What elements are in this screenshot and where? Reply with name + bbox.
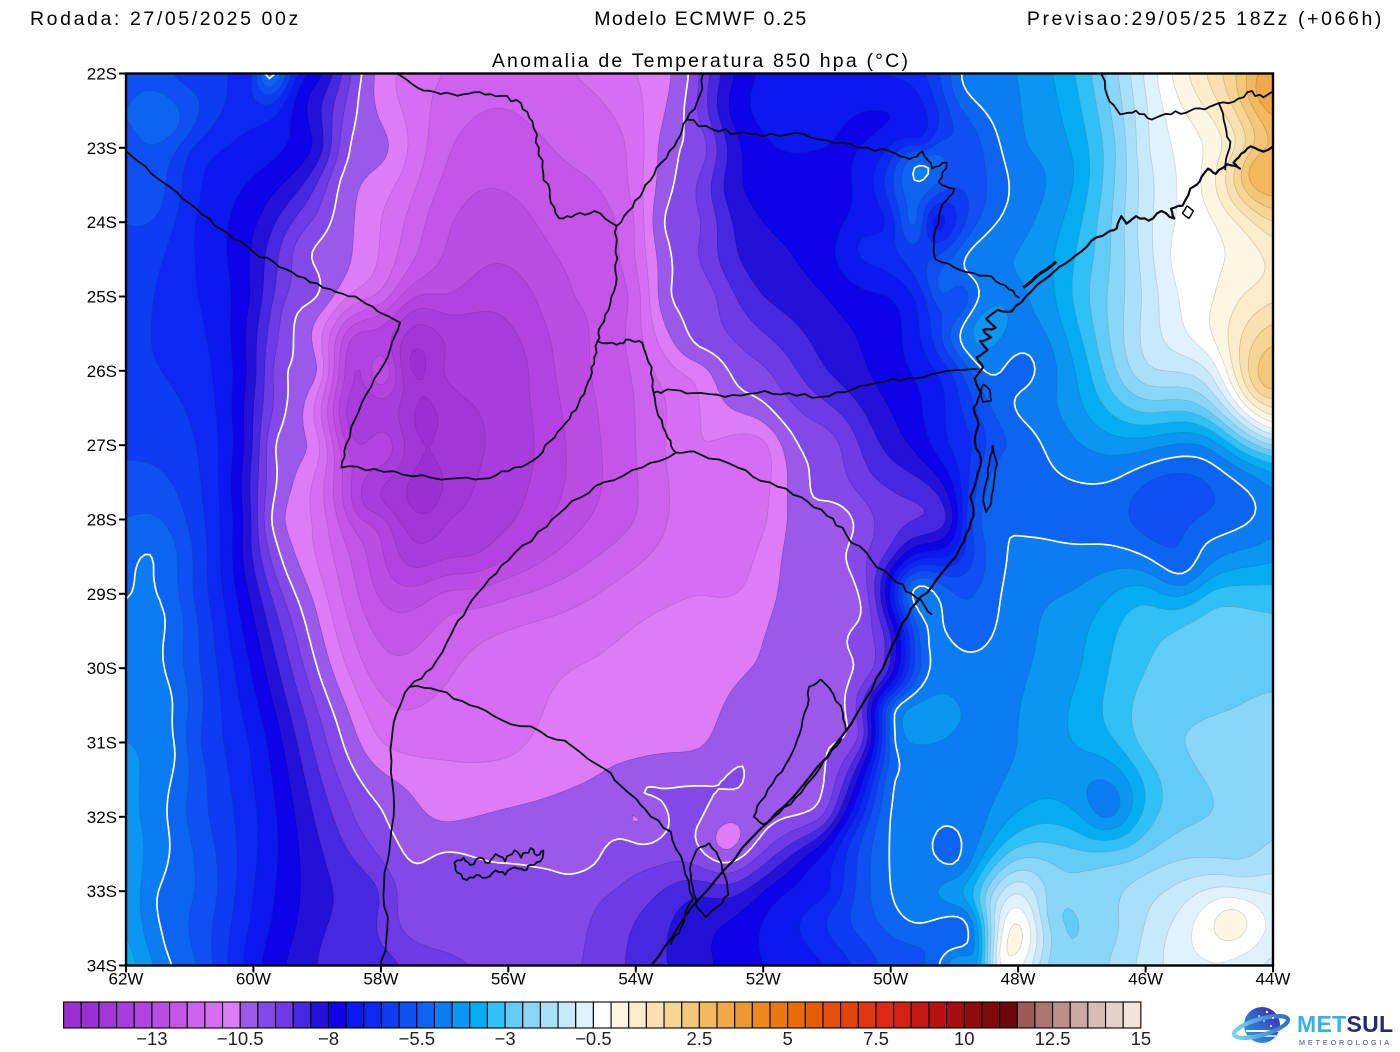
svg-text:62W: 62W xyxy=(109,970,144,989)
svg-text:23S: 23S xyxy=(87,139,117,158)
svg-text:5: 5 xyxy=(783,1028,793,1049)
svg-text:28S: 28S xyxy=(87,511,117,530)
svg-text:44W: 44W xyxy=(1256,970,1291,989)
svg-text:34S: 34S xyxy=(87,957,117,976)
svg-text:−8: −8 xyxy=(318,1028,339,1049)
svg-text:Rodada: 27/05/2025 00z: Rodada: 27/05/2025 00z xyxy=(30,8,301,30)
svg-text:Previsao:29/05/25 18Zz (+066h): Previsao:29/05/25 18Zz (+066h) xyxy=(1027,8,1384,30)
svg-text:24S: 24S xyxy=(87,213,117,232)
svg-text:54W: 54W xyxy=(618,970,653,989)
svg-text:58W: 58W xyxy=(363,970,398,989)
svg-text:−0.5: −0.5 xyxy=(575,1028,612,1049)
svg-text:−13: −13 xyxy=(136,1028,167,1049)
svg-text:Modelo ECMWF 0.25: Modelo ECMWF 0.25 xyxy=(594,8,808,30)
svg-text:32S: 32S xyxy=(87,808,117,827)
svg-text:7.5: 7.5 xyxy=(863,1028,889,1049)
svg-text:2.5: 2.5 xyxy=(687,1028,713,1049)
svg-text:12.5: 12.5 xyxy=(1035,1028,1071,1049)
svg-text:33S: 33S xyxy=(87,882,117,901)
svg-text:−5.5: −5.5 xyxy=(399,1028,436,1049)
svg-text:60W: 60W xyxy=(236,970,271,989)
svg-text:22S: 22S xyxy=(87,65,117,84)
svg-text:Anomalia de Temperatura 850 hp: Anomalia de Temperatura 850 hpa (°C) xyxy=(492,50,910,72)
svg-text:26S: 26S xyxy=(87,362,117,381)
svg-text:METSUL: METSUL xyxy=(1297,1011,1393,1037)
svg-text:27S: 27S xyxy=(87,436,117,455)
svg-text:10: 10 xyxy=(954,1028,975,1049)
svg-text:−3: −3 xyxy=(495,1028,516,1049)
svg-text:56W: 56W xyxy=(491,970,526,989)
svg-text:48W: 48W xyxy=(1001,970,1036,989)
svg-text:15: 15 xyxy=(1131,1028,1152,1049)
svg-text:31S: 31S xyxy=(87,734,117,753)
svg-text:METEOROLOGIA: METEOROLOGIA xyxy=(1299,1038,1392,1047)
svg-text:29S: 29S xyxy=(87,585,117,604)
svg-text:−10.5: −10.5 xyxy=(217,1028,264,1049)
svg-text:30S: 30S xyxy=(87,659,117,678)
svg-text:50W: 50W xyxy=(873,970,908,989)
svg-text:25S: 25S xyxy=(87,288,117,307)
svg-text:46W: 46W xyxy=(1128,970,1163,989)
svg-text:52W: 52W xyxy=(746,970,781,989)
